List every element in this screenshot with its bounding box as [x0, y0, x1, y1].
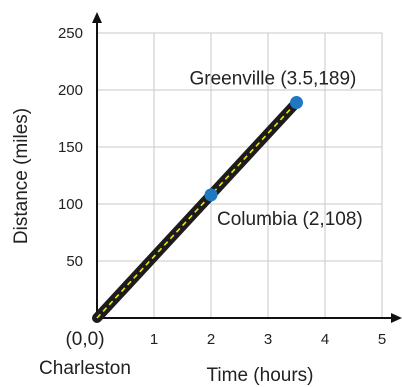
- y-axis-arrow: [92, 12, 102, 23]
- data-points: [204, 96, 303, 202]
- y-tick-label-0: 50: [66, 253, 83, 270]
- x-axis-arrow: [391, 313, 402, 323]
- x-tick-label-3: 4: [321, 331, 329, 348]
- tick-labels: 1 2 3 4 5 50 100 150 200 250: [58, 25, 386, 348]
- x-tick-label-2: 3: [264, 331, 272, 348]
- point-label-1: Columbia (2,108): [217, 209, 363, 230]
- data-point-2: [290, 96, 303, 110]
- data-point-1: [204, 188, 218, 202]
- y-tick-label-2: 150: [58, 139, 83, 156]
- series-road-line: [92, 97, 302, 323]
- point-labels: (0,0) Charleston Columbia (2,108) Greenvill…: [39, 69, 363, 379]
- series-center-dash-0: [96, 101, 298, 319]
- axes: [92, 12, 402, 323]
- x-axis-title: Time (hours): [207, 365, 314, 386]
- point-label-0: (0,0): [65, 329, 104, 350]
- y-tick-label-4: 250: [58, 25, 83, 42]
- x-tick-label-0: 1: [150, 331, 158, 348]
- y-tick-label-1: 100: [58, 196, 83, 213]
- point-label-2: Greenville (3.5,189): [190, 69, 357, 90]
- y-tick-label-3: 200: [58, 82, 83, 99]
- y-axis-title: Distance (miles): [11, 108, 32, 244]
- x-tick-label-4: 5: [378, 331, 386, 348]
- x-tick-label-1: 2: [207, 331, 215, 348]
- point-sublabel-0: Charleston: [39, 358, 131, 379]
